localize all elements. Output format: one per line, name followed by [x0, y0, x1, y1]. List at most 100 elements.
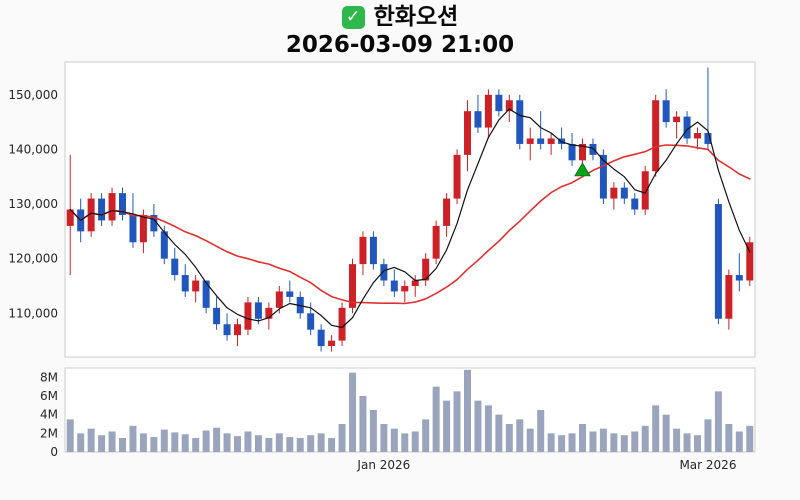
price-tick-label: 120,000: [8, 252, 58, 266]
volume-bar: [453, 391, 461, 452]
candle-body: [411, 280, 419, 286]
volume-bar: [620, 435, 628, 452]
volume-bar: [275, 433, 283, 452]
candle-body: [704, 133, 712, 144]
candle-body: [589, 143, 597, 155]
candle-body: [234, 324, 241, 336]
price-tick-label: 130,000: [8, 197, 58, 211]
checkmark-glyph: ✓: [346, 6, 361, 27]
candle-body: [223, 324, 231, 336]
candle-body: [119, 193, 126, 215]
volume-bar: [87, 428, 95, 452]
green-checkbox-icon: ✓: [341, 5, 365, 29]
volume-bar: [369, 410, 377, 452]
candle-body: [254, 302, 262, 319]
candle-body: [453, 154, 461, 199]
stock-name-title: 한화오션: [373, 4, 459, 30]
x-axis-label: Mar 2026: [679, 458, 736, 472]
price-tick-label: 140,000: [8, 142, 58, 156]
candle-body: [359, 236, 367, 265]
candle-body: [652, 100, 660, 172]
candle-body: [244, 302, 252, 330]
volume-bar: [265, 438, 273, 452]
ma-long-line: [69, 144, 751, 305]
volume-bar: [359, 396, 367, 452]
candle-body: [484, 94, 492, 128]
price-pane: [64, 61, 756, 358]
candle-body: [746, 242, 754, 281]
volume-bar: [558, 435, 566, 452]
candle-body: [265, 307, 273, 319]
volume-bar: [77, 433, 85, 452]
volume-bar: [495, 414, 503, 452]
candle-body: [662, 100, 670, 123]
candle-body: [202, 280, 210, 308]
candle-body: [150, 214, 158, 232]
candle-body: [160, 231, 168, 259]
volume-bar: [254, 435, 262, 452]
candle-body: [443, 198, 451, 226]
candle-body: [673, 116, 681, 123]
volume-bar: [139, 433, 147, 452]
volume-bar: [401, 433, 409, 452]
candle-body: [505, 100, 513, 112]
volume-pane: [64, 367, 756, 453]
volume-bar: [296, 438, 304, 452]
volume-bar: [192, 438, 200, 452]
candle-body: [620, 187, 628, 199]
volume-bar: [317, 433, 325, 452]
candle-body: [275, 291, 283, 308]
candle-body: [474, 111, 482, 128]
candle-body: [631, 198, 639, 210]
candle-body: [328, 340, 336, 347]
candle-body: [66, 209, 74, 226]
volume-bar: [662, 414, 670, 452]
volume-bar: [631, 431, 639, 452]
candle-body: [129, 214, 137, 243]
x-axis-ticks: Jan 2026 Mar 2026: [356, 458, 736, 472]
candle-body: [495, 94, 503, 112]
candle-body: [317, 329, 325, 347]
volume-bar: [725, 424, 733, 452]
candle-body: [390, 280, 398, 292]
candle-body: [181, 275, 189, 292]
ma-short-line: [69, 108, 751, 329]
volume-tick-label: 0: [50, 445, 58, 459]
candle-body: [735, 275, 743, 281]
candle-body: [547, 138, 555, 144]
volume-bar: [652, 405, 660, 452]
volume-tick-label: 6M: [40, 389, 58, 403]
candle-body: [568, 143, 576, 161]
x-axis-label: Jan 2026: [356, 458, 410, 472]
candle-body: [307, 313, 315, 330]
volume-bar: [599, 428, 607, 452]
volume-bar: [610, 433, 618, 452]
volume-bar: [328, 438, 336, 452]
volume-bar: [641, 425, 649, 452]
candle-body: [432, 225, 440, 259]
volume-bar: [443, 400, 451, 452]
volume-bar: [129, 425, 137, 452]
candle-body: [725, 275, 733, 319]
candle-body: [694, 133, 701, 139]
candle-body: [108, 193, 116, 221]
volume-bar: [202, 430, 210, 452]
candle-body: [213, 307, 221, 325]
volume-bar: [338, 424, 346, 452]
volume-tick-label: 4M: [40, 408, 58, 422]
volume-bar: [516, 419, 524, 452]
volume-bar: [234, 436, 241, 452]
candle-body: [714, 204, 722, 319]
volume-bar: [484, 405, 492, 452]
volume-bar: [307, 435, 315, 452]
candle-body: [537, 138, 545, 144]
volume-bar: [464, 369, 471, 452]
volume-bar: [286, 437, 294, 452]
chart-timestamp: 2026-03-09 21:00: [285, 32, 515, 58]
volume-bar: [223, 433, 231, 452]
volume-bar: [108, 431, 116, 452]
volume-bar: [746, 425, 754, 452]
volume-bar: [683, 433, 691, 452]
volume-bar: [735, 431, 743, 452]
